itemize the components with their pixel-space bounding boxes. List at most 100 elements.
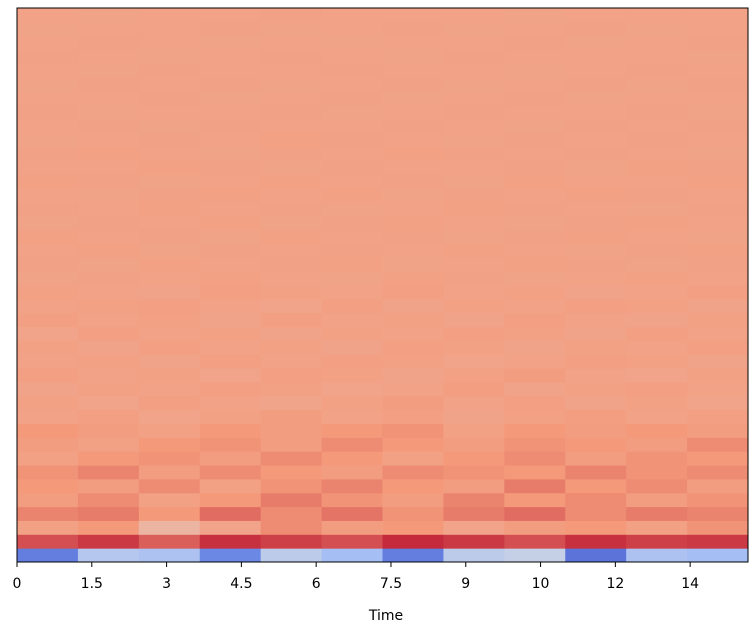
heatmap-cell xyxy=(17,21,79,37)
heatmap-cell xyxy=(382,395,444,411)
heatmap-cell xyxy=(199,77,262,92)
heatmap-cell xyxy=(687,229,749,244)
heatmap-cell xyxy=(17,492,79,508)
heatmap-cell xyxy=(77,229,140,244)
heatmap-cell xyxy=(687,354,749,369)
heatmap-cell xyxy=(626,506,688,521)
heatmap-cell xyxy=(382,285,444,300)
heatmap-cell xyxy=(77,160,140,175)
heatmap-cell xyxy=(382,548,444,563)
heatmap-cell xyxy=(17,534,79,549)
heatmap-cell xyxy=(504,35,566,51)
heatmap-cell xyxy=(17,423,79,438)
heatmap-cell xyxy=(382,229,444,244)
heatmap-cell xyxy=(687,257,749,272)
heatmap-cell xyxy=(382,298,444,314)
heatmap-cell xyxy=(382,91,444,106)
heatmap-cell xyxy=(77,21,140,37)
heatmap-cell xyxy=(504,520,566,535)
heatmap-cell xyxy=(626,465,688,480)
heatmap-cell xyxy=(565,257,627,272)
heatmap-cell xyxy=(199,312,262,328)
heatmap-cell xyxy=(687,492,749,508)
heatmap-cell xyxy=(504,465,566,480)
heatmap-cell xyxy=(321,174,383,189)
heatmap-cell xyxy=(138,478,201,494)
heatmap-cell xyxy=(321,243,383,258)
heatmap-cell xyxy=(260,506,323,521)
heatmap-cell xyxy=(504,354,566,369)
heatmap-cell xyxy=(382,381,444,397)
heatmap-cell xyxy=(565,146,627,161)
heatmap-cell xyxy=(321,63,383,78)
heatmap-cell xyxy=(138,201,201,217)
heatmap-cell xyxy=(687,77,749,92)
heatmap-cell xyxy=(382,340,444,355)
heatmap-cell xyxy=(565,91,627,106)
heatmap-cell xyxy=(443,506,505,521)
heatmap-cell xyxy=(138,492,201,508)
heatmap-cell xyxy=(138,188,201,203)
heatmap-cell xyxy=(260,478,323,494)
heatmap-cell xyxy=(199,201,262,217)
heatmap-cell xyxy=(199,215,262,231)
heatmap-cell xyxy=(443,77,505,92)
heatmap-cell xyxy=(17,146,79,161)
heatmap-cell xyxy=(687,188,749,203)
heatmap-cell xyxy=(626,368,688,383)
heatmap-cell xyxy=(77,340,140,355)
heatmap-cell xyxy=(626,77,688,92)
heatmap-cell xyxy=(687,8,749,23)
heatmap-cell xyxy=(199,21,262,37)
heatmap-cell xyxy=(382,409,444,424)
heatmap-cell xyxy=(565,63,627,78)
heatmap-cell xyxy=(260,49,323,64)
heatmap-cell xyxy=(321,118,383,134)
heatmap-cell xyxy=(138,312,201,328)
heatmap-cell xyxy=(687,285,749,300)
heatmap-cell xyxy=(138,340,201,355)
heatmap-cell xyxy=(626,520,688,535)
heatmap-cell xyxy=(321,465,383,480)
heatmap-cell xyxy=(626,312,688,328)
heatmap-cell xyxy=(687,298,749,314)
heatmap-cell xyxy=(443,271,505,286)
heatmap-cell xyxy=(77,243,140,258)
heatmap-cell xyxy=(687,465,749,480)
heatmap-cell xyxy=(138,160,201,175)
x-tick-label: 12 xyxy=(606,576,624,592)
heatmap-cell xyxy=(321,188,383,203)
heatmap-cell xyxy=(687,118,749,134)
heatmap-cell xyxy=(565,118,627,134)
heatmap-cell xyxy=(77,381,140,397)
heatmap-cell xyxy=(443,354,505,369)
heatmap-cell xyxy=(565,423,627,438)
heatmap-cell xyxy=(443,437,505,452)
heatmap-cell xyxy=(199,132,262,147)
heatmap-cell xyxy=(17,381,79,397)
heatmap-cell xyxy=(321,478,383,494)
heatmap-cell xyxy=(138,534,201,549)
heatmap-cell xyxy=(138,257,201,272)
heatmap-cell xyxy=(382,437,444,452)
heatmap-cell xyxy=(382,520,444,535)
heatmap-cell xyxy=(260,381,323,397)
heatmap-cell xyxy=(199,465,262,480)
heatmap-cell xyxy=(77,548,140,563)
heatmap-cell xyxy=(77,257,140,272)
heatmap-cell xyxy=(565,215,627,231)
heatmap-cell xyxy=(321,21,383,37)
x-tick-label: 9 xyxy=(461,576,470,592)
heatmap-cell xyxy=(687,312,749,328)
heatmap-cell xyxy=(504,340,566,355)
heatmap-cell xyxy=(138,35,201,51)
heatmap-cell xyxy=(626,437,688,452)
heatmap-cell xyxy=(321,492,383,508)
heatmap-cell xyxy=(77,35,140,51)
heatmap-cell xyxy=(565,298,627,314)
heatmap-cell xyxy=(443,381,505,397)
heatmap-cell xyxy=(626,451,688,466)
heatmap-cell xyxy=(17,506,79,521)
heatmap-cell xyxy=(260,534,323,549)
heatmap-cell xyxy=(687,215,749,231)
